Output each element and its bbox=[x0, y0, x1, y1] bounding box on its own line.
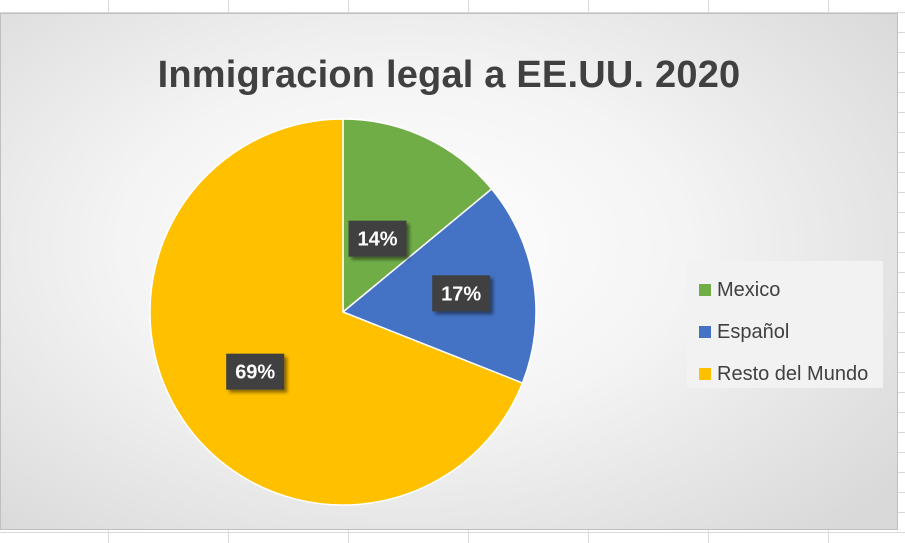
data-label: 69% bbox=[226, 353, 285, 390]
legend-label: Español bbox=[717, 320, 790, 343]
legend-swatch bbox=[699, 368, 711, 380]
chart-legend: Mexico Español Resto del Mundo bbox=[687, 261, 883, 388]
legend-item-resto-del-mundo: Resto del Mundo bbox=[699, 353, 883, 395]
data-label: 17% bbox=[432, 275, 491, 312]
data-label-box bbox=[432, 275, 491, 312]
data-label-box bbox=[226, 353, 285, 390]
pie-slice-mexico[interactable] bbox=[342, 118, 493, 314]
pie-slice-resto-del-mundo[interactable] bbox=[149, 118, 524, 506]
chart-title: Inmigracion legal a EE.UU. 2020 bbox=[157, 54, 741, 96]
legend-swatch bbox=[699, 326, 711, 338]
chart-area[interactable]: Inmigracion legal a EE.UU. 2020 14% 17% 69… bbox=[0, 13, 898, 530]
data-label-box bbox=[348, 220, 407, 257]
pie-chart: 14% 17% 69% bbox=[149, 118, 537, 506]
data-label-text: 69% bbox=[235, 362, 275, 384]
legend-label: Resto del Mundo bbox=[717, 362, 869, 385]
legend-label: Mexico bbox=[717, 278, 781, 301]
legend-item-mexico: Mexico bbox=[699, 269, 883, 311]
data-label-text: 14% bbox=[357, 229, 397, 251]
data-label-text: 17% bbox=[441, 283, 481, 305]
data-label: 14% bbox=[348, 220, 407, 257]
legend-swatch bbox=[699, 284, 711, 296]
legend-item-espanol: Español bbox=[699, 311, 883, 353]
